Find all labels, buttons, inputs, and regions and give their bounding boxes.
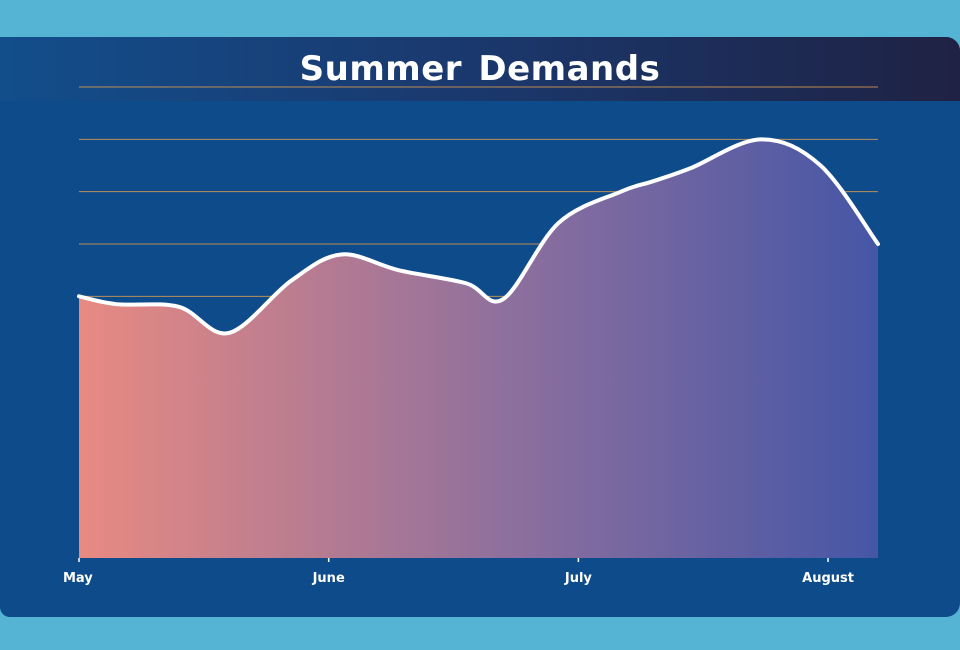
area-fill xyxy=(79,139,878,558)
x-tick-label: May xyxy=(63,571,93,586)
x-tick-label: June xyxy=(312,571,345,586)
x-tick-label: July xyxy=(564,571,593,586)
x-tick-label: August xyxy=(802,571,854,586)
series-line xyxy=(77,137,880,336)
title-bar: Summer Demands xyxy=(0,37,960,101)
x-axis-ticks: May June July August xyxy=(63,558,854,586)
chart-title: Summer Demands xyxy=(299,49,661,89)
